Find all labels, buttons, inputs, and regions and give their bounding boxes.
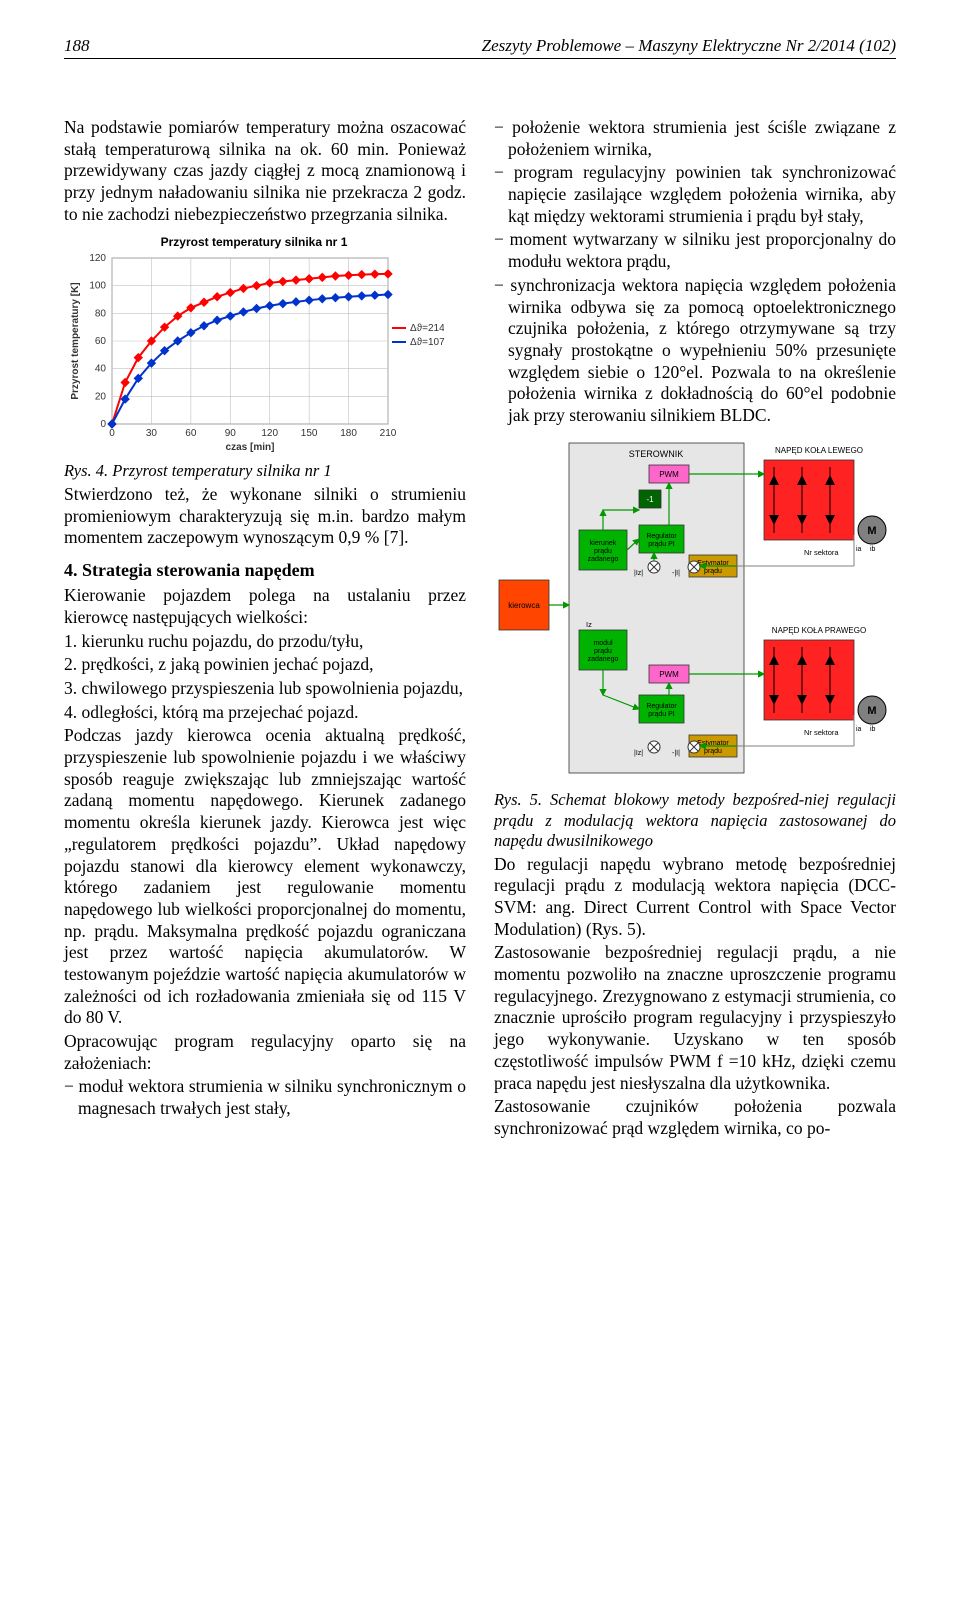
page-number: 188 — [64, 36, 90, 56]
page-header: 188 Zeszyty Problemowe – Maszyny Elektry… — [64, 36, 896, 59]
list-item: 2. prędkości, z jaką powinien jechać poj… — [64, 654, 466, 676]
figure-5-caption: Rys. 5. Schemat blokowy metody bezpośred… — [494, 790, 896, 851]
svg-text:prądu: prądu — [704, 748, 722, 755]
list-item: 4. odległości, którą ma przejechać pojaz… — [64, 702, 466, 724]
svg-text:zadanego: zadanego — [588, 556, 619, 563]
svg-text:NAPĘD KOŁA PRAWEGO: NAPĘD KOŁA PRAWEGO — [772, 626, 866, 635]
svg-text:ib: ib — [870, 726, 876, 733]
svg-text:ia: ia — [856, 546, 862, 553]
svg-text:40: 40 — [95, 364, 107, 375]
para: Opracowując program regulacyjny oparto s… — [64, 1031, 466, 1074]
svg-text:100: 100 — [89, 281, 106, 292]
svg-text:prądu: prądu — [594, 548, 612, 555]
svg-text:30: 30 — [146, 428, 158, 439]
svg-text:kierunek: kierunek — [590, 540, 617, 547]
svg-text:0: 0 — [100, 419, 106, 430]
line-chart-svg: 0 30 60 90 120 150 180 210 0 20 40 60 80 100 120 czas [… — [64, 252, 444, 452]
svg-text:czas [min]: czas [min] — [226, 442, 275, 452]
svg-text:prądu: prądu — [704, 568, 722, 575]
svg-text:Przyrost temperatury [K]: Przyrost temperatury [K] — [70, 283, 81, 400]
journal-title: Zeszyty Problemowe – Maszyny Elektryczne… — [482, 36, 896, 56]
svg-text:0: 0 — [109, 428, 115, 439]
para: Podczas jazdy kierowca ocenia aktualną p… — [64, 725, 466, 1029]
svg-text:M: M — [867, 705, 876, 717]
svg-text:150: 150 — [301, 428, 318, 439]
para: Kierowanie pojazdem polega na ustalaniu … — [64, 585, 466, 628]
svg-text:prądu: prądu — [594, 648, 612, 655]
para: Zastosowanie bezpośredniej regulacji prą… — [494, 942, 896, 1094]
svg-text:prądu PI: prądu PI — [648, 711, 675, 718]
svg-text:moduł: moduł — [593, 640, 613, 647]
bullet: − synchronizacja wektora napięcia względ… — [494, 275, 896, 427]
section-4-heading: 4. Strategia sterowania napędem — [64, 559, 466, 581]
svg-text:Nr sektora: Nr sektora — [804, 548, 839, 557]
svg-text:-1: -1 — [646, 495, 654, 504]
list-item: 1. kierunku ruchu pojazdu, do przodu/tył… — [64, 631, 466, 653]
svg-text:ib: ib — [870, 546, 876, 553]
svg-text:Nr sektora: Nr sektora — [804, 728, 839, 737]
para: Stwierdzono też, że wykonane silniki o s… — [64, 484, 466, 549]
svg-text:90: 90 — [225, 428, 237, 439]
svg-text:zadanego: zadanego — [588, 656, 619, 663]
svg-text:80: 80 — [95, 309, 107, 320]
svg-text:120: 120 — [89, 253, 106, 264]
svg-text:60: 60 — [95, 336, 107, 347]
temperature-chart: Przyrost temperatury silnika nr 1 0 30 60 9… — [64, 235, 444, 455]
svg-text:Regulator: Regulator — [646, 703, 677, 710]
list-item: 3. chwilowego przyspieszenia lub spowoln… — [64, 678, 466, 700]
para: Zastosowanie czujników położenia pozwala… — [494, 1096, 896, 1139]
svg-text:210: 210 — [380, 428, 397, 439]
svg-text:STEROWNIK: STEROWNIK — [629, 449, 684, 459]
para: Do regulacji napędu wybrano metodę bezpo… — [494, 854, 896, 941]
bullet: − moduł wektora strumienia w silniku syn… — [64, 1076, 466, 1119]
svg-text:PWM: PWM — [659, 670, 679, 679]
left-column: Na podstawie pomiarów temperatury można … — [64, 117, 466, 1142]
svg-text:120: 120 — [261, 428, 278, 439]
bullet: − położenie wektora strumienia jest ściś… — [494, 117, 896, 160]
svg-text:|Iz|: |Iz| — [634, 570, 643, 577]
figure-4-caption: Rys. 4. Przyrost temperatury silnika nr … — [64, 461, 466, 481]
svg-text:|Iz|: |Iz| — [634, 750, 643, 757]
para: Na podstawie pomiarów temperatury można … — [64, 117, 466, 225]
svg-text:M: M — [867, 525, 876, 537]
svg-text:Δϑ=107: Δϑ=107 — [410, 337, 444, 348]
svg-text:180: 180 — [340, 428, 357, 439]
svg-text:Regulator: Regulator — [646, 533, 677, 540]
svg-text:NAPĘD KOŁA LEWEGO: NAPĘD KOŁA LEWEGO — [775, 446, 863, 455]
control-block-diagram: STEROWNIKkierowcakierunekprąduzadanego-1… — [494, 435, 894, 785]
svg-text:prądu PI: prądu PI — [648, 541, 675, 548]
svg-text:ia: ia — [856, 726, 862, 733]
svg-text:Δϑ=214: Δϑ=214 — [410, 323, 444, 334]
svg-text:PWM: PWM — [659, 470, 679, 479]
svg-text:Iz: Iz — [586, 620, 592, 629]
svg-text:kierowca: kierowca — [508, 601, 540, 610]
right-column: − położenie wektora strumienia jest ściś… — [494, 117, 896, 1142]
bullet: − program regulacyjny powinien tak synch… — [494, 162, 896, 227]
svg-text:-|I|: -|I| — [672, 570, 680, 577]
chart-title: Przyrost temperatury silnika nr 1 — [64, 235, 444, 250]
svg-text:20: 20 — [95, 392, 107, 403]
svg-text:60: 60 — [185, 428, 197, 439]
bullet: − moment wytwarzany w silniku jest propo… — [494, 229, 896, 272]
svg-text:-|I|: -|I| — [672, 750, 680, 757]
